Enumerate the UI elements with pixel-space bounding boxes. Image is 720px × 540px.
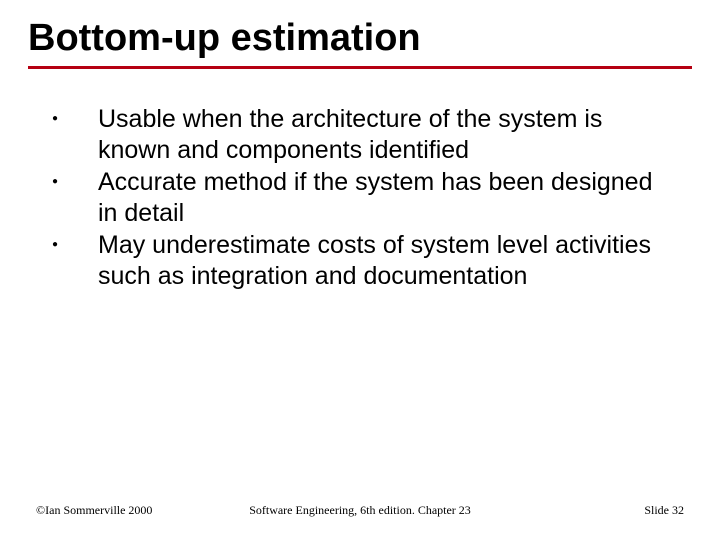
- footer-right: Slide 32: [644, 503, 684, 518]
- bullet-list: Usable when the architecture of the syst…: [52, 104, 668, 291]
- footer-center: Software Engineering, 6th edition. Chapt…: [36, 503, 684, 518]
- body-block: Usable when the architecture of the syst…: [52, 104, 668, 293]
- title-block: Bottom-up estimation: [28, 18, 692, 69]
- slide: Bottom-up estimation Usable when the arc…: [0, 0, 720, 540]
- bullet-item: May underestimate costs of system level …: [52, 230, 668, 291]
- bullet-item: Usable when the architecture of the syst…: [52, 104, 668, 165]
- bullet-item: Accurate method if the system has been d…: [52, 167, 668, 228]
- footer: ©Ian Sommerville 2000 Software Engineeri…: [36, 502, 684, 518]
- title-underline: [28, 66, 692, 69]
- slide-title: Bottom-up estimation: [28, 18, 692, 60]
